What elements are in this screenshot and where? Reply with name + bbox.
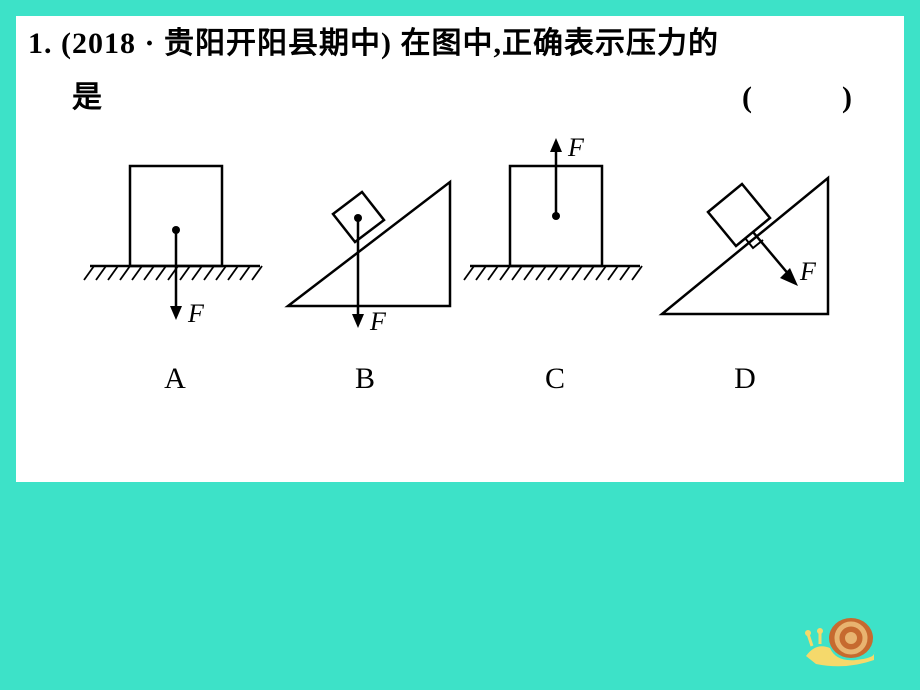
diagram-b: F B [270,136,460,396]
force-label-b: F [369,307,387,336]
diagram-d-label: D [650,362,840,396]
force-label-a: F [187,299,205,328]
answer-blank: ( ) [742,72,892,116]
diagram-a: F A [80,136,270,396]
question-number: 1. [28,27,53,60]
question-stem-1: 在图中,正确表示压力的 [401,27,720,60]
diagram-row: F A F B [80,136,840,446]
diagram-d: F D [650,136,840,396]
diagram-c: F C [460,136,650,396]
diagram-a-svg: F [80,136,270,356]
force-label-c: F [567,136,585,162]
question-source: (2018 · 贵阳开阳县期中) [61,27,392,60]
question-stem-2: 是 [72,72,102,116]
snail-icon [796,598,886,668]
diagram-a-label: A [80,362,270,396]
force-label-d: F [799,257,817,286]
diagram-b-svg: F [270,136,460,356]
diagram-b-label: B [270,362,460,396]
question-line-1: 1. (2018 · 贵阳开阳县期中) 在图中,正确表示压力的 [16,16,904,68]
question-card: 1. (2018 · 贵阳开阳县期中) 在图中,正确表示压力的 是 ( ) [16,16,904,482]
diagram-d-svg: F [650,136,840,356]
question-line-2: 是 ( ) [16,68,904,116]
diagram-c-svg: F [460,136,650,356]
diagram-c-label: C [460,362,650,396]
